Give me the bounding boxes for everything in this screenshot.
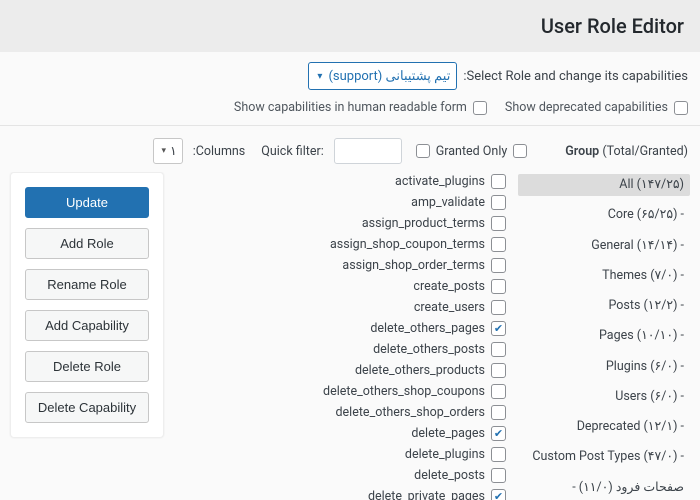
capability-label: delete_others_products [355, 363, 485, 378]
capability-checkbox[interactable]: ✔ [491, 321, 506, 336]
capability-checkbox[interactable] [491, 447, 506, 462]
capability-checkbox[interactable] [491, 384, 506, 399]
capability-row: assign_shop_order_terms [174, 258, 508, 273]
delete-role-button[interactable]: Delete Role [25, 351, 149, 382]
page-title: User Role Editor [12, 14, 684, 38]
group-item[interactable]: General (۱۴/۱۴) - [518, 235, 690, 257]
checkbox-icon [473, 101, 487, 115]
capability-checkbox[interactable]: ✔ [491, 426, 506, 441]
role-select[interactable]: ▾ تیم پشتیبانی (support) [308, 62, 457, 90]
option-show-deprecated-label: Show deprecated capabilities [505, 100, 668, 115]
capability-row: activate_plugins [174, 174, 508, 189]
capability-row: amp_validate [174, 195, 508, 210]
capability-row: delete_others_shop_orders [174, 405, 508, 420]
capability-label: assign_shop_coupon_terms [330, 237, 485, 252]
capability-label: delete_others_shop_orders [336, 405, 486, 420]
capability-row: assign_shop_coupon_terms [174, 237, 508, 252]
page-header: User Role Editor [0, 0, 700, 52]
columns-select[interactable]: ▾ ۱ [153, 138, 182, 164]
capability-label: delete_pages [411, 426, 485, 441]
granted-only-label: Granted Only [436, 144, 508, 159]
capability-label: delete_others_pages [370, 321, 485, 336]
group-column-header: Group (Total/Granted) [565, 144, 688, 159]
option-human-readable[interactable]: Show capabilities in human readable form [234, 100, 487, 115]
role-select-label: :Select Role and change its capabilities [463, 69, 688, 84]
checkbox-icon [513, 144, 527, 158]
capability-label: create_posts [413, 279, 485, 294]
main-area: All (۱۴۷/۲۵) Core (۶۵/۲۵) - General (۱۴/۱۴… [0, 172, 700, 500]
options-row: Show capabilities in human readable form… [0, 96, 700, 125]
delete-capability-button[interactable]: Delete Capability [25, 392, 149, 423]
capabilities-column: activate_plugins amp_validate assign_produ… [174, 172, 508, 500]
columns-label: :Columns [193, 144, 246, 159]
role-select-row: ▾ تیم پشتیبانی (support) :Select Role an… [0, 52, 700, 96]
capability-checkbox[interactable] [491, 405, 506, 420]
capability-checkbox[interactable] [491, 174, 506, 189]
capability-checkbox[interactable] [491, 237, 506, 252]
capability-row: delete_others_shop_coupons [174, 384, 508, 399]
capability-checkbox[interactable] [491, 342, 506, 357]
capability-row: create_posts [174, 279, 508, 294]
capability-row: delete_others_products [174, 363, 508, 378]
capability-row: create_users [174, 300, 508, 315]
checkbox-icon [416, 144, 430, 158]
capability-checkbox[interactable] [491, 279, 506, 294]
capability-row: delete_others_pages ✔ [174, 321, 508, 336]
divider [0, 125, 700, 126]
capability-label: assign_shop_order_terms [342, 258, 485, 273]
chevron-down-icon: ▾ [161, 146, 166, 156]
option-show-deprecated[interactable]: Show deprecated capabilities [505, 100, 688, 115]
group-item[interactable]: Core (۶۵/۲۵) - [518, 204, 690, 226]
granted-only-toggle[interactable]: Granted Only [416, 144, 528, 159]
capability-row: delete_plugins [174, 447, 508, 462]
group-item[interactable]: Custom Post Types (۴۷/۰) - [518, 446, 690, 468]
capability-row: assign_product_terms [174, 216, 508, 231]
quick-filter-label: Quick filter: [261, 144, 323, 159]
filter-row: ▾ ۱ :Columns Quick filter: Granted Only … [0, 134, 700, 172]
add-capability-button[interactable]: Add Capability [25, 310, 149, 341]
capability-checkbox[interactable] [491, 258, 506, 273]
group-item[interactable]: - صفحات فرود (۱۱/۰) [518, 477, 690, 499]
group-item[interactable]: Users (۶/۰) - [518, 386, 690, 408]
capability-checkbox[interactable] [491, 300, 506, 315]
update-button[interactable]: Update [25, 187, 149, 218]
capability-label: delete_private_pages [368, 489, 485, 500]
add-role-button[interactable]: Add Role [25, 228, 149, 259]
groups-column: All (۱۴۷/۲۵) Core (۶۵/۲۵) - General (۱۴/۱۴… [518, 172, 690, 500]
role-select-value: تیم پشتیبانی (support) [328, 69, 450, 84]
actions-sidebar: Update Add Role Rename Role Add Capabili… [10, 172, 164, 438]
capability-label: delete_others_posts [373, 342, 485, 357]
capability-label: delete_others_shop_coupons [323, 384, 485, 399]
capability-checkbox[interactable] [491, 468, 506, 483]
group-item[interactable]: Deprecated (۱۲/۱) - [518, 416, 690, 438]
columns-value: ۱ [170, 143, 177, 159]
capability-label: amp_validate [411, 195, 485, 210]
capability-row: delete_posts [174, 468, 508, 483]
group-item[interactable]: Pages (۱۰/۱۰) - [518, 325, 690, 347]
capability-label: assign_product_terms [362, 216, 485, 231]
capability-label: delete_plugins [405, 447, 485, 462]
capability-row: delete_pages ✔ [174, 426, 508, 441]
quick-filter-input[interactable] [334, 138, 402, 164]
capability-checkbox[interactable]: ✔ [491, 489, 506, 500]
checkbox-icon [674, 101, 688, 115]
capability-row: delete_private_pages ✔ [174, 489, 508, 500]
group-item[interactable]: All (۱۴۷/۲۵) [518, 174, 690, 196]
capability-checkbox[interactable] [491, 195, 506, 210]
capability-checkbox[interactable] [491, 363, 506, 378]
capability-label: create_users [414, 300, 485, 315]
capability-row: delete_others_posts [174, 342, 508, 357]
rename-role-button[interactable]: Rename Role [25, 269, 149, 300]
group-item[interactable]: Themes (۷/۰) - [518, 265, 690, 287]
chevron-down-icon: ▾ [317, 71, 322, 82]
capability-label: delete_posts [414, 468, 485, 483]
option-human-readable-label: Show capabilities in human readable form [234, 100, 467, 115]
group-item[interactable]: Plugins (۶/۰) - [518, 356, 690, 378]
capability-checkbox[interactable] [491, 216, 506, 231]
group-item[interactable]: Posts (۱۲/۲) - [518, 295, 690, 317]
capability-label: activate_plugins [395, 174, 485, 189]
